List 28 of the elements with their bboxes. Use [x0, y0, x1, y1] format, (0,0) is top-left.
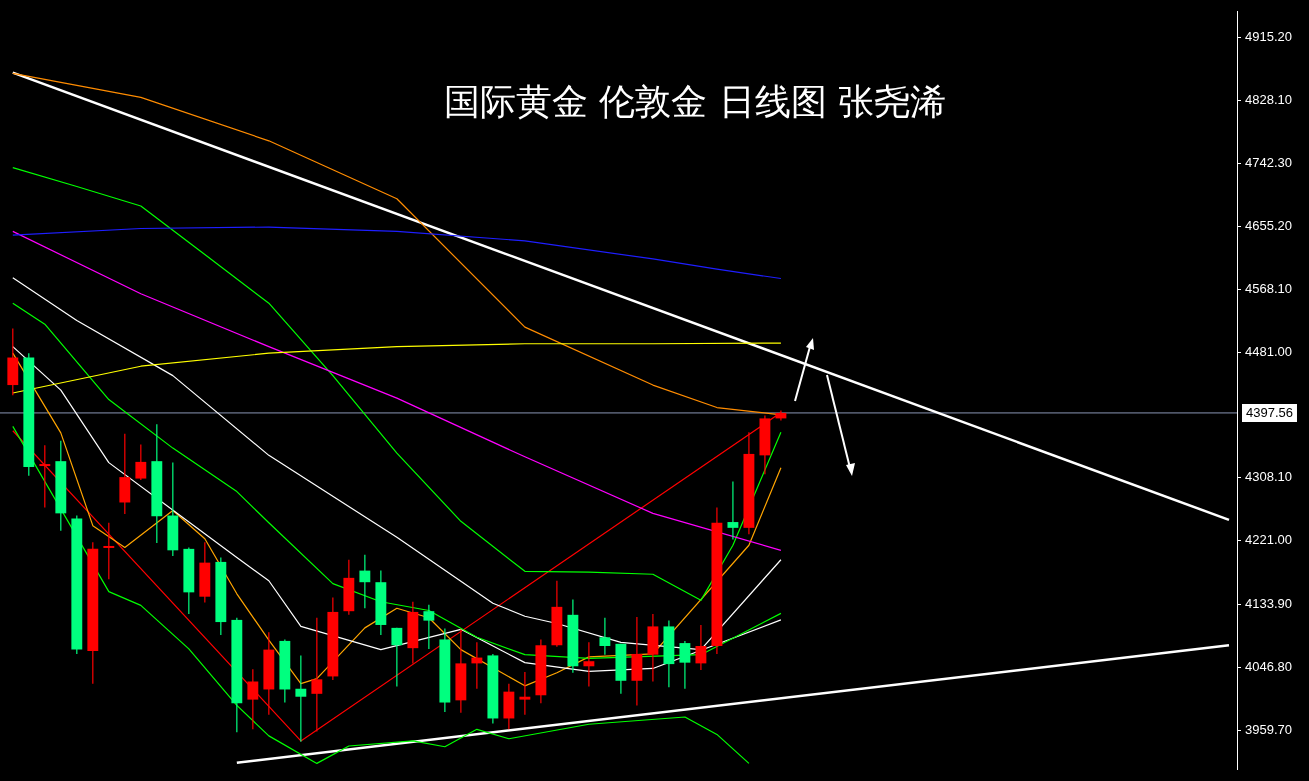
y-tick-label: 3959.70 — [1245, 721, 1292, 737]
y-tick-label: 4742.30 — [1245, 154, 1292, 170]
candlestick — [679, 640, 691, 690]
candlestick — [135, 443, 147, 481]
candlestick — [391, 627, 403, 688]
candlestick — [695, 624, 707, 671]
y-tick-label: 4655.20 — [1245, 217, 1292, 233]
y-tick-label: 4568.10 — [1245, 280, 1292, 296]
y-tick-label: 4046.80 — [1245, 658, 1292, 674]
y-tick-label: 4828.10 — [1245, 92, 1292, 108]
candlestick — [727, 480, 739, 541]
y-tick-label: 4133.90 — [1245, 595, 1292, 611]
candlestick — [583, 641, 595, 688]
candlestick — [103, 522, 115, 580]
y-tick-label: 4308.10 — [1245, 469, 1292, 485]
candlestick — [247, 668, 259, 730]
candlestick — [599, 617, 611, 656]
text: 国际黄金 伦敦金 日线图 张尧浠 — [442, 80, 948, 124]
ref-line-label: 4397.56 — [1246, 404, 1293, 420]
candlestick — [519, 671, 531, 716]
candlestick — [359, 554, 371, 609]
y-tick-label: 4221.00 — [1245, 532, 1292, 548]
candlestick — [311, 617, 323, 733]
candlestick — [295, 654, 307, 743]
candlestick — [39, 444, 51, 509]
candlestick — [423, 604, 435, 650]
y-tick-label: 4481.00 — [1245, 344, 1292, 360]
y-tick-label: 4915.20 — [1245, 29, 1292, 45]
